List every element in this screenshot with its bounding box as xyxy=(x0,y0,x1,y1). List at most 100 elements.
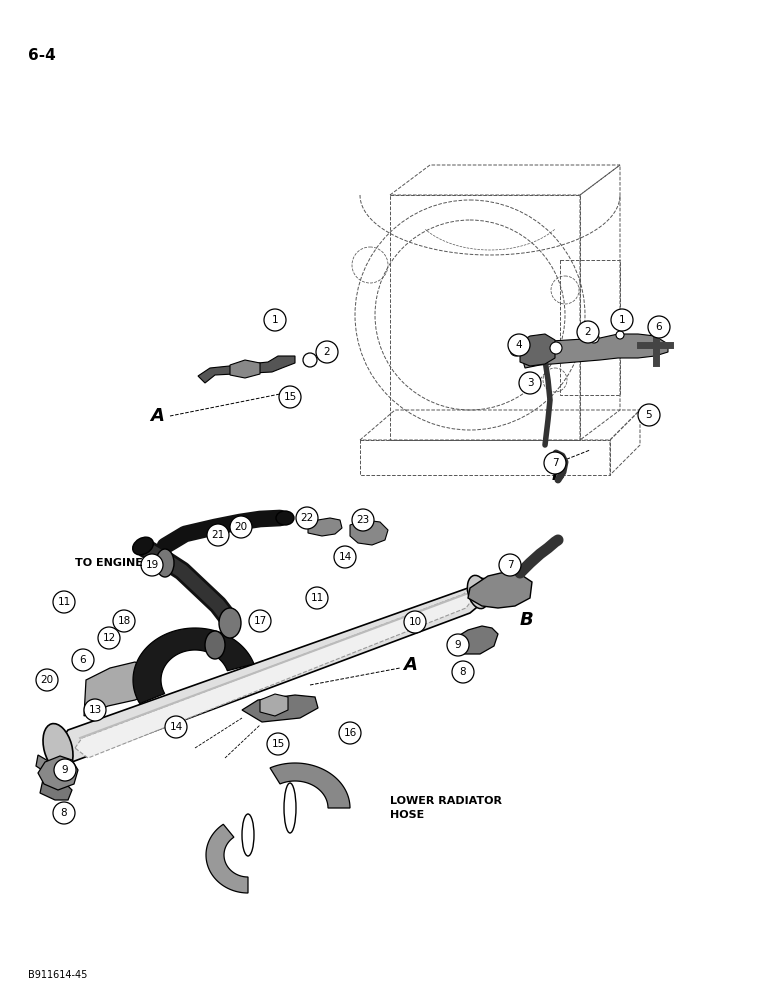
Circle shape xyxy=(306,587,328,609)
Circle shape xyxy=(519,372,541,394)
Circle shape xyxy=(577,321,599,343)
Circle shape xyxy=(113,610,135,632)
Text: 11: 11 xyxy=(310,593,323,603)
Text: 1: 1 xyxy=(618,315,625,325)
Text: 4: 4 xyxy=(516,340,523,350)
Text: 16: 16 xyxy=(344,728,357,738)
Polygon shape xyxy=(38,756,78,790)
Text: 22: 22 xyxy=(300,513,313,523)
Text: B: B xyxy=(520,611,534,629)
Polygon shape xyxy=(468,572,532,608)
Text: 2: 2 xyxy=(323,347,330,357)
Text: 19: 19 xyxy=(145,560,158,570)
Polygon shape xyxy=(55,578,494,764)
Circle shape xyxy=(264,309,286,331)
Polygon shape xyxy=(242,695,318,722)
Text: 9: 9 xyxy=(455,640,462,650)
Circle shape xyxy=(648,316,670,338)
Circle shape xyxy=(53,591,75,613)
Polygon shape xyxy=(40,775,72,800)
Text: 23: 23 xyxy=(357,515,370,525)
Polygon shape xyxy=(206,824,248,893)
Polygon shape xyxy=(270,763,350,808)
Circle shape xyxy=(36,669,58,691)
Polygon shape xyxy=(520,334,555,366)
Circle shape xyxy=(316,341,338,363)
Text: 15: 15 xyxy=(272,739,285,749)
Ellipse shape xyxy=(205,631,225,659)
Polygon shape xyxy=(36,755,72,780)
Polygon shape xyxy=(133,628,254,704)
Circle shape xyxy=(510,344,522,356)
Text: 6-4: 6-4 xyxy=(28,48,56,63)
Circle shape xyxy=(544,452,566,474)
Text: 20: 20 xyxy=(40,675,53,685)
Circle shape xyxy=(638,404,660,426)
Text: 6: 6 xyxy=(80,655,86,665)
Text: 14: 14 xyxy=(169,722,183,732)
Text: 3: 3 xyxy=(527,378,533,388)
Text: 8: 8 xyxy=(61,808,67,818)
Text: 21: 21 xyxy=(212,530,225,540)
Text: 11: 11 xyxy=(57,597,70,607)
Circle shape xyxy=(611,309,633,331)
Text: A: A xyxy=(403,656,417,674)
Circle shape xyxy=(589,333,599,343)
Circle shape xyxy=(249,610,271,632)
Circle shape xyxy=(404,611,426,633)
Ellipse shape xyxy=(133,537,154,555)
Circle shape xyxy=(352,509,374,531)
Circle shape xyxy=(499,554,521,576)
Text: 20: 20 xyxy=(235,522,248,532)
Text: 12: 12 xyxy=(103,633,116,643)
Circle shape xyxy=(279,386,301,408)
Circle shape xyxy=(508,334,530,356)
Text: 18: 18 xyxy=(117,616,130,626)
Text: 2: 2 xyxy=(584,327,591,337)
Circle shape xyxy=(165,716,187,738)
Text: 7: 7 xyxy=(506,560,513,570)
Circle shape xyxy=(84,699,106,721)
Circle shape xyxy=(53,802,75,824)
Polygon shape xyxy=(452,626,498,654)
Text: 15: 15 xyxy=(283,392,296,402)
Circle shape xyxy=(141,554,163,576)
Text: B911614-45: B911614-45 xyxy=(28,970,87,980)
Polygon shape xyxy=(350,520,388,545)
Circle shape xyxy=(339,722,361,744)
Polygon shape xyxy=(520,334,668,368)
Text: 17: 17 xyxy=(253,616,266,626)
Ellipse shape xyxy=(276,511,294,525)
Ellipse shape xyxy=(467,575,489,609)
Text: 5: 5 xyxy=(645,410,652,420)
Text: 6: 6 xyxy=(655,322,662,332)
Ellipse shape xyxy=(219,608,241,638)
Polygon shape xyxy=(84,662,148,716)
Polygon shape xyxy=(230,360,260,378)
Text: 13: 13 xyxy=(88,705,102,715)
Circle shape xyxy=(98,627,120,649)
Text: 10: 10 xyxy=(408,617,422,627)
Polygon shape xyxy=(308,518,342,536)
Circle shape xyxy=(616,331,624,339)
Ellipse shape xyxy=(43,724,73,772)
Text: 1: 1 xyxy=(272,315,279,325)
Circle shape xyxy=(550,342,562,354)
Circle shape xyxy=(72,649,94,671)
Ellipse shape xyxy=(156,549,174,577)
Circle shape xyxy=(452,661,474,683)
Polygon shape xyxy=(75,585,480,758)
Circle shape xyxy=(267,733,289,755)
Polygon shape xyxy=(198,356,295,383)
Circle shape xyxy=(230,516,252,538)
Text: 8: 8 xyxy=(459,667,466,677)
Text: B: B xyxy=(551,466,565,484)
Text: TO ENGINE: TO ENGINE xyxy=(75,558,143,568)
Circle shape xyxy=(54,759,76,781)
Text: 9: 9 xyxy=(62,765,68,775)
Circle shape xyxy=(303,353,317,367)
Text: 14: 14 xyxy=(338,552,351,562)
Circle shape xyxy=(334,546,356,568)
Circle shape xyxy=(207,524,229,546)
Text: A: A xyxy=(150,407,164,425)
